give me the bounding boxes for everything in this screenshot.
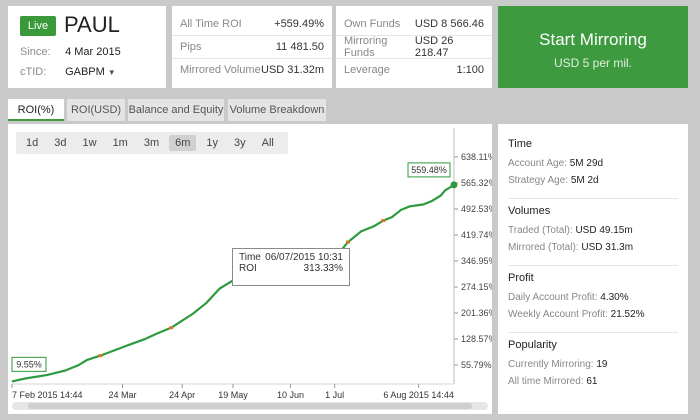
stat-label: Pips [180,41,202,53]
popularity-section-title: Popularity [508,339,557,351]
range-1w[interactable]: 1w [82,137,97,149]
trade-marker [98,354,103,358]
live-badge: Live [20,16,56,36]
time-section-title: Time [508,138,533,150]
stat-value: USD 8 566.46 [414,17,484,30]
currently-mirroring-value: 19 [596,359,608,370]
ctid-label: cTID: [20,66,47,78]
trade-marker [169,326,174,330]
y-tick-label: 492.53% [461,204,492,214]
start-mirroring-button[interactable]: Start Mirroring USD 5 per mil. [498,6,688,88]
ctid-selector[interactable]: cTID: GABPM ▼ [20,66,116,78]
profit-section-title: Profit [508,272,534,284]
stat-value: USD 26 218.47 [414,35,454,59]
x-tick-label: 1 Jul [325,390,344,400]
y-tick-label: 346.95% [461,256,492,266]
tab-volume-breakdown[interactable]: Volume Breakdown [228,99,326,121]
x-tick-label: 24 Apr [169,390,195,400]
tab-roi-usd[interactable]: ROI(USD) [67,99,125,121]
y-tick-label: 274.15% [461,282,492,292]
account-age-value: 5M 29d [569,158,604,169]
roi-chart: 638.11% 565.32% 492.53% 419.74% 346.95% 274.1… [11,128,492,400]
volumes-section-title: Volumes [508,205,551,217]
x-tick-label: 10 Jun [277,390,304,400]
y-tick-label: 419.74% [461,230,492,240]
ctid-value: GABPM [65,66,105,78]
stat-value: +559.49% [274,17,324,30]
trade-marker [345,240,350,244]
tooltip-roi-label: ROI [239,263,257,274]
stat-label: Own Funds [344,17,401,30]
daily-profit-label: Daily Account Profit: [508,292,598,303]
trader-name: PAUL [64,12,120,37]
since-value: 4 Mar 2015 [65,46,121,58]
roi-stats: All Time ROI +559.49% Pips 11 481.50 Mir… [172,6,332,88]
tooltip-roi-value: 313.33% [303,263,343,274]
daily-profit-value: 4.30% [600,292,629,303]
range-3m[interactable]: 3m [143,137,160,149]
weekly-profit-label: Weekly Account Profit: [508,309,608,320]
end-point [450,181,458,189]
all-time-mirrored-label: All time Mirrored: [508,376,584,387]
strategy-age-label: Strategy Age: [508,175,569,186]
y-tick-label: 638.11% [461,152,492,162]
traded-label: Traded (Total): [508,225,573,236]
stat-label: All Time ROI [180,17,242,30]
mirrored-label: Mirrored (Total): [508,242,579,253]
trader-header: Live PAUL Since: 4 Mar 2015 cTID: GABPM ▼ [8,6,166,88]
start-label-box [11,356,47,372]
scrollbar-thumb[interactable] [28,403,472,409]
end-value-label: 559.48% [411,165,447,175]
range-1d[interactable]: 1d [26,137,39,149]
chart-tooltip: Time 06/07/2015 10:31 ROI 313.33% [232,248,350,286]
account-age-label: Account Age: [508,158,567,169]
x-tick-label: 6 Aug 2015 14:44 [383,390,454,400]
all-time-mirrored-value: 61 [586,376,598,387]
trader-info-panel: Time Account Age: 5M 29d Strategy Age: 5… [498,124,688,414]
since-label: Since: [20,46,51,58]
y-tick-label: 201.36% [461,308,492,318]
start-mirroring-label: Start Mirroring [539,30,647,49]
traded-value: USD 49.15m [575,225,633,236]
weekly-profit-value: 21.52% [610,309,645,320]
stat-label: Mirrored Volume [180,64,261,76]
start-value-label: 9.55% [16,359,42,369]
stat-label: Leverage [344,64,390,76]
chevron-down-icon: ▼ [107,68,116,77]
currently-mirroring-label: Currently Mirroring: [508,359,594,370]
strategy-age-value: 5M 2d [570,175,599,186]
y-tick-label: 55.79% [461,360,492,370]
chart-scrollbar[interactable] [12,402,488,410]
tab-balance-equity[interactable]: Balance and Equity [128,99,224,121]
trade-marker [381,219,386,223]
range-6m[interactable]: 6m [169,135,197,151]
start-mirroring-subtitle: USD 5 per mil. [553,56,633,70]
x-tick-label: 24 Mar [108,390,136,400]
y-tick-label: 565.32% [461,178,492,188]
roi-chart-panel: 638.11% 565.32% 492.53% 419.74% 346.95% 274.1… [8,124,492,414]
funds-stats: Own Funds USD 8 566.46 Mirroring Funds U… [336,6,492,88]
tooltip-time-value: 06/07/2015 10:31 [265,252,343,263]
stat-label: Mirroring Funds [344,35,388,59]
range-selector: 1d 3d 1w 1m 3m 6m 1y 3y All [16,132,288,154]
x-tick-label: 7 Feb 2015 14:44 [12,390,83,400]
range-1y[interactable]: 1y [206,137,219,149]
end-label-box [407,162,451,178]
stat-value: 1:100 [456,64,484,76]
x-tick-label: 19 May [218,390,248,400]
stat-value: 11 481.50 [275,41,324,53]
stat-value: USD 31.32m [261,64,324,76]
tooltip-time-label: Time [239,252,261,263]
mirrored-value: USD 31.3m [581,242,634,253]
y-tick-label: 128.57% [461,334,492,344]
range-3y[interactable]: 3y [234,137,246,149]
tab-roi-percent[interactable]: ROI(%) [8,99,64,121]
range-1m[interactable]: 1m [112,137,128,149]
range-all[interactable]: All [261,137,274,149]
range-3d[interactable]: 3d [54,137,67,149]
